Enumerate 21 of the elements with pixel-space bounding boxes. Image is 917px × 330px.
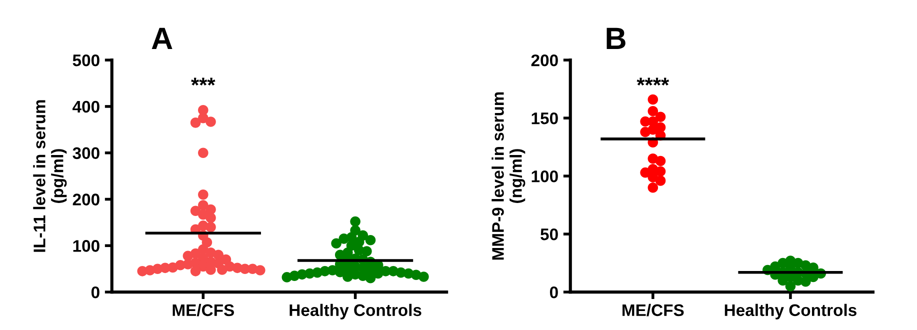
y-tick-label: 50 [540, 228, 558, 240]
chart-title: B [606, 28, 626, 49]
chart-title: A [152, 28, 172, 49]
x-tick-label: ME/CFS [172, 304, 234, 316]
y-tick-label: 100 [73, 240, 100, 252]
y-tick-label: 400 [72, 100, 100, 113]
y-tick-label: 150 [532, 112, 558, 124]
y-tick-label: 100 [532, 170, 558, 182]
annotation: **** [636, 78, 670, 86]
y-tick-label: 200 [531, 54, 558, 66]
y-axis-title: MMP-9 level in serum (ng/ml) [492, 92, 526, 260]
y-tick-label: 200 [72, 194, 100, 206]
y-tick-label: 0 [550, 286, 558, 298]
y-tick-label: 0 [91, 286, 100, 298]
y-tick-label: 500 [72, 54, 100, 66]
x-tick-label: Healthy Controls [724, 304, 856, 320]
y-tick-label: 300 [72, 147, 100, 160]
y-axis-title: IL-11 level in serum (pg/ml) [33, 100, 67, 252]
x-tick-label: ME/CFS [622, 304, 684, 316]
x-tick-label: Healthy Controls [290, 304, 422, 320]
annotation: *** [191, 78, 216, 86]
